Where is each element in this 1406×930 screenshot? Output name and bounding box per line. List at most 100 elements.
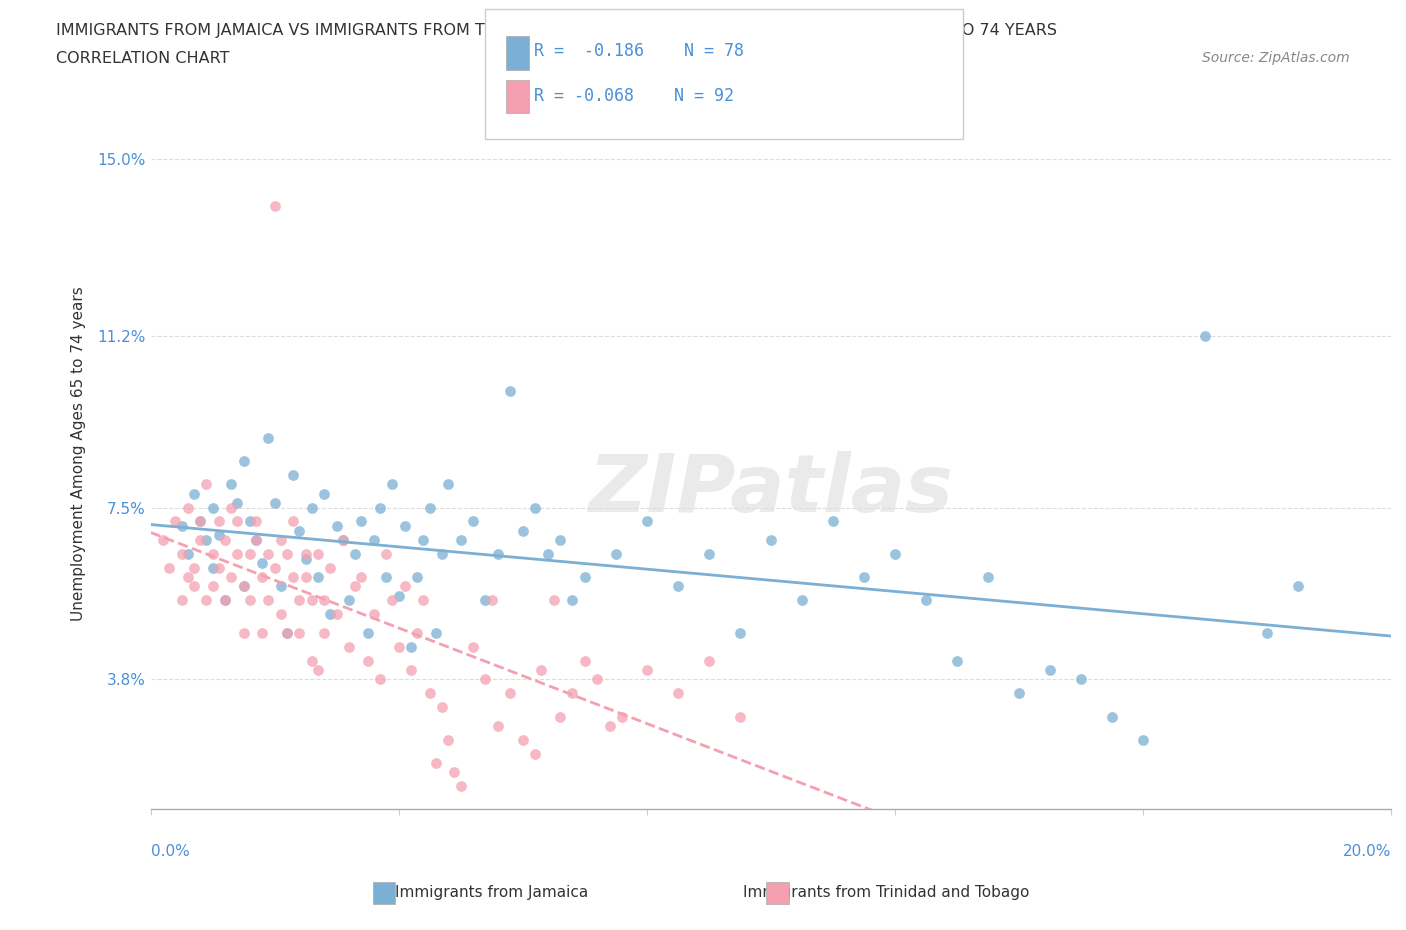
Point (636, 514, 658, 529)
Point (232, 626, 254, 641)
Point (183, 561, 205, 576)
Point (543, 593, 565, 608)
Point (512, 732, 534, 747)
Point (283, 468, 305, 483)
Point (263, 561, 285, 576)
Point (1132, 732, 1154, 747)
Point (294, 551, 316, 566)
Point (226, 514, 249, 529)
Point (214, 533, 236, 548)
Point (214, 593, 236, 608)
Point (388, 589, 411, 604)
Point (1039, 663, 1062, 678)
Point (728, 626, 751, 641)
Point (195, 533, 218, 548)
Point (288, 524, 311, 538)
Point (257, 547, 280, 562)
Point (375, 570, 398, 585)
Point (232, 579, 254, 594)
Point (425, 755, 447, 770)
Point (170, 519, 193, 534)
Point (157, 561, 180, 576)
Point (561, 593, 583, 608)
Point (599, 718, 621, 733)
Point (219, 477, 242, 492)
Point (1286, 579, 1309, 594)
Point (381, 593, 404, 608)
Point (368, 500, 391, 515)
Point (605, 547, 627, 562)
Point (270, 579, 292, 594)
Point (201, 547, 224, 562)
Point (294, 570, 316, 585)
Point (419, 686, 441, 701)
Point (208, 514, 231, 529)
Point (1256, 626, 1278, 641)
Point (697, 547, 720, 562)
Point (524, 500, 547, 515)
Point (368, 672, 391, 687)
Point (226, 496, 249, 511)
Point (252, 570, 274, 585)
Point (214, 593, 236, 608)
Point (188, 514, 211, 529)
Point (307, 547, 329, 562)
Point (188, 533, 211, 548)
Point (201, 500, 224, 515)
Point (406, 626, 429, 641)
Point (195, 477, 218, 492)
Point (574, 654, 596, 669)
Point (239, 514, 262, 529)
Point (474, 672, 496, 687)
Point (363, 533, 385, 548)
Point (821, 514, 844, 529)
Text: R =  -0.186    N = 78: R = -0.186 N = 78 (534, 42, 744, 60)
Point (307, 570, 329, 585)
Point (208, 561, 231, 576)
Point (350, 570, 373, 585)
Point (946, 654, 969, 669)
Point (325, 607, 347, 622)
Point (363, 607, 385, 622)
Point (219, 500, 242, 515)
Y-axis label: Unemployment Among Ages 65 to 74 years: Unemployment Among Ages 65 to 74 years (72, 286, 86, 621)
Point (307, 663, 329, 678)
Point (666, 686, 689, 701)
Point (499, 384, 522, 399)
Text: IMMIGRANTS FROM JAMAICA VS IMMIGRANTS FROM TRINIDAD AND TOBAGO UNEMPLOYMENT AMON: IMMIGRANTS FROM JAMAICA VS IMMIGRANTS FR… (56, 23, 1057, 38)
Point (319, 561, 342, 576)
Point (759, 533, 782, 548)
Point (394, 579, 416, 594)
Point (430, 547, 453, 562)
Point (430, 700, 453, 715)
Point (177, 500, 200, 515)
Point (1194, 328, 1216, 343)
Point (548, 533, 571, 548)
Point (344, 579, 367, 594)
Point (499, 686, 522, 701)
Point (437, 477, 460, 492)
Point (536, 547, 558, 562)
Point (226, 547, 249, 562)
Point (263, 198, 285, 213)
Point (344, 547, 367, 562)
Point (512, 524, 534, 538)
Point (406, 570, 429, 585)
Point (177, 547, 200, 562)
Point (276, 547, 298, 562)
Point (586, 672, 609, 687)
Point (201, 561, 224, 576)
Point (177, 570, 200, 585)
Point (561, 686, 583, 701)
Point (188, 514, 211, 529)
Text: ZIPatlas: ZIPatlas (588, 451, 953, 528)
Point (288, 593, 311, 608)
Point (388, 640, 411, 655)
Point (276, 626, 298, 641)
Point (232, 579, 254, 594)
Point (524, 746, 547, 761)
Point (461, 640, 484, 655)
Point (474, 593, 496, 608)
Point (486, 718, 509, 733)
Text: Immigrants from Trinidad and Tobago: Immigrants from Trinidad and Tobago (742, 885, 1029, 900)
